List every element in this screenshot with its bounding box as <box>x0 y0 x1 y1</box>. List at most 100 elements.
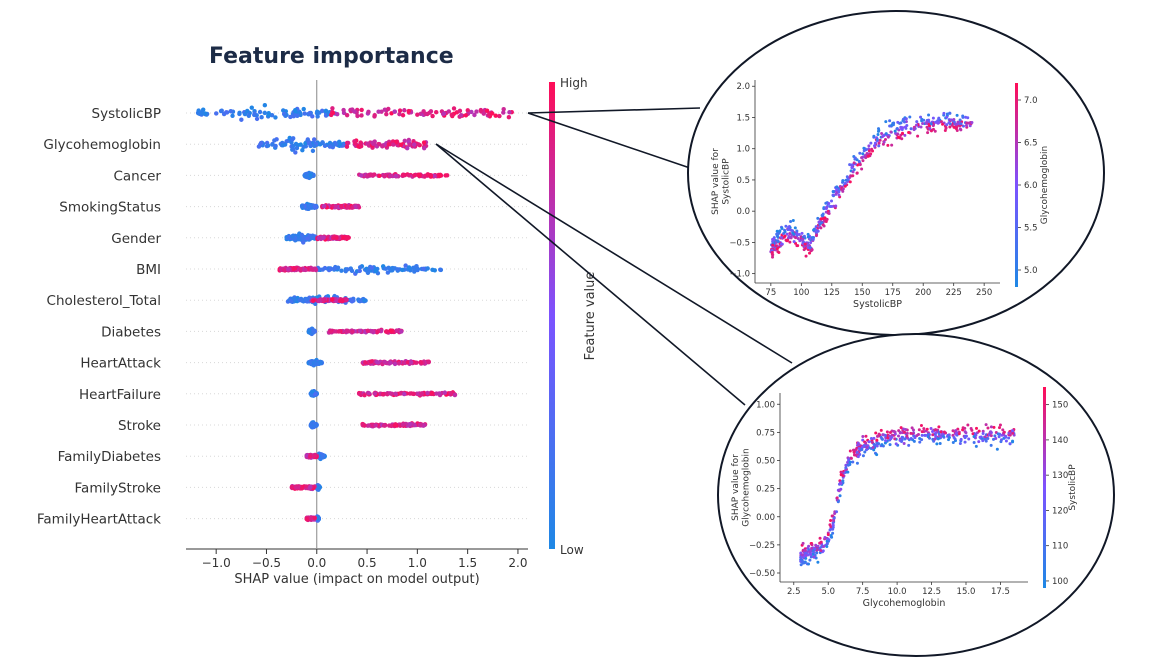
dependence-point <box>826 537 830 541</box>
dependence-point <box>771 255 775 259</box>
dependence-point <box>818 541 822 545</box>
dependence-point <box>1008 442 1012 446</box>
shap-point <box>365 328 371 334</box>
shap-point <box>311 298 316 303</box>
dependence-point <box>789 219 793 223</box>
shap-point <box>196 108 201 113</box>
shap-point <box>285 267 291 272</box>
shap-point <box>265 143 271 148</box>
dependence-point <box>839 473 843 477</box>
shap-point <box>441 111 447 116</box>
shap-point <box>328 266 333 272</box>
feature-points-heartattack <box>306 357 431 368</box>
shap-point <box>357 265 363 270</box>
dependence-point <box>858 151 862 155</box>
shap-point <box>375 360 381 365</box>
x-tick-label: 12.5 <box>922 587 941 597</box>
dependence-point <box>843 181 847 185</box>
dependence-point <box>830 199 834 203</box>
dependence-point <box>825 545 829 549</box>
x-tick-label: 2.5 <box>787 587 801 597</box>
shap-point <box>321 297 326 302</box>
shap-point <box>306 328 312 334</box>
dependence-point <box>852 168 856 172</box>
shap-point <box>311 137 317 142</box>
shap-point <box>501 107 506 112</box>
dependence-point <box>809 552 813 556</box>
dependence-point <box>1011 431 1015 435</box>
dependence-point <box>783 230 787 234</box>
dependence-point <box>909 437 913 441</box>
shap-point <box>472 112 477 118</box>
dependence-point <box>785 232 789 236</box>
dependence-point <box>900 435 904 439</box>
shap-point <box>411 142 417 147</box>
dependence-point <box>880 437 884 441</box>
dependence-point <box>904 117 908 121</box>
colorbar-tick-label: 6.5 <box>1024 139 1038 149</box>
shap-point <box>425 390 430 396</box>
shap-point <box>344 112 350 118</box>
shap-point <box>290 147 296 152</box>
dependence-point <box>949 118 953 122</box>
dependence-point <box>792 232 796 236</box>
shap-point <box>272 138 277 143</box>
dependence-point <box>974 444 978 448</box>
shap-point <box>386 142 391 147</box>
dependence-point <box>1007 436 1011 440</box>
dependence-point <box>867 440 871 444</box>
shap-point <box>426 359 431 365</box>
dependence-point <box>879 428 883 432</box>
dependence-point <box>875 438 879 442</box>
shap-point <box>415 266 421 272</box>
dependence-point <box>862 146 866 150</box>
shap-point <box>362 298 367 303</box>
shap-point <box>430 113 435 119</box>
shap-point <box>339 204 344 209</box>
callout-line <box>527 112 691 169</box>
shap-point <box>442 390 448 395</box>
colorbar-tick-label: 100 <box>1052 577 1068 587</box>
dependence-point <box>884 132 888 136</box>
shap-point <box>412 269 417 274</box>
feature-points-gender <box>284 231 351 245</box>
shap-point <box>394 328 400 333</box>
dependence-point <box>895 126 899 130</box>
shap-point <box>345 328 350 334</box>
shap-point <box>298 267 303 272</box>
dependence-point <box>833 511 837 515</box>
dependence-point <box>814 234 818 238</box>
shap-point <box>320 140 325 145</box>
dependence-point <box>849 456 853 460</box>
dependence-point <box>959 122 963 126</box>
dependence-point <box>844 178 848 182</box>
shap-point <box>418 360 423 365</box>
dependence-point <box>807 562 811 566</box>
dependence-point <box>804 254 808 258</box>
dependence-point <box>856 443 860 447</box>
shap-point <box>451 106 457 111</box>
dependence-point <box>819 549 823 553</box>
y-tick-label: 0.00 <box>756 513 775 523</box>
dependence-point <box>884 120 888 124</box>
shap-point <box>358 140 363 145</box>
dependence-point <box>794 236 798 240</box>
dependence-point <box>964 431 968 435</box>
dependence-point <box>936 437 940 441</box>
shap-point <box>254 116 260 122</box>
dependence-point <box>831 193 835 197</box>
dependence-point <box>810 543 814 547</box>
dependence-point <box>851 174 855 178</box>
dependence-point <box>1004 439 1008 443</box>
dependence-point <box>821 223 825 227</box>
dependence-point <box>944 431 948 435</box>
shap-point <box>402 391 407 397</box>
shap-point <box>402 138 407 144</box>
dependence-point <box>965 121 969 125</box>
dependence-point <box>903 120 907 124</box>
dependence-point <box>776 235 780 239</box>
y-tick-label: −1.0 <box>729 270 750 280</box>
x-tick-label: 1.5 <box>458 556 477 570</box>
dependence-point <box>770 250 774 254</box>
shap-point <box>293 150 298 155</box>
